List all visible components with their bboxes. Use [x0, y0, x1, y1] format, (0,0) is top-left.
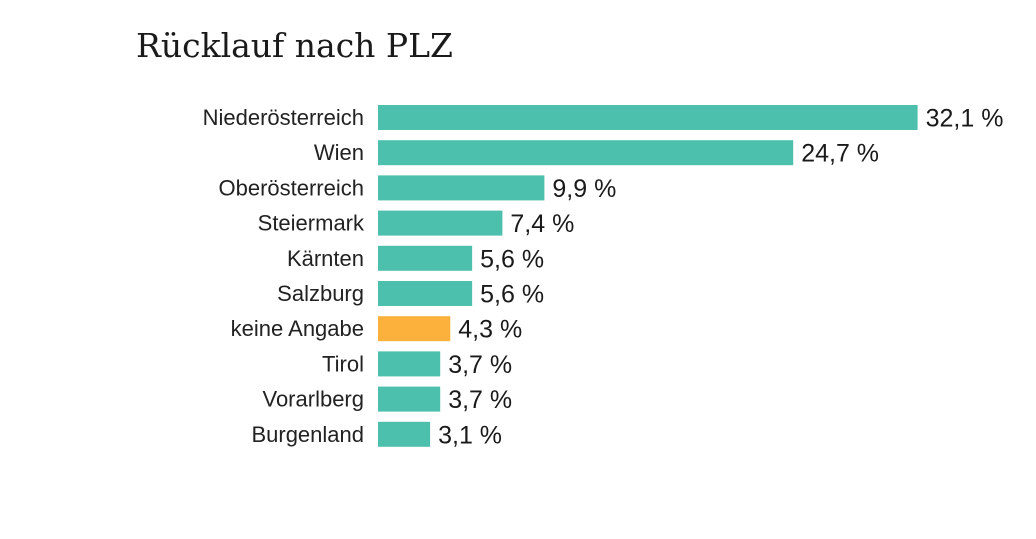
- bar: [378, 245, 473, 271]
- chart-title: Rücklauf nach PLZ: [136, 26, 453, 65]
- value-label: 3,7 %: [448, 351, 512, 379]
- category-label: Kärnten: [287, 246, 364, 271]
- category-label: Burgenland: [251, 422, 364, 447]
- value-label: 7,4 %: [510, 210, 574, 238]
- bar: [378, 281, 473, 306]
- category-label: Steiermark: [258, 211, 365, 236]
- value-label: 24,7 %: [801, 140, 879, 168]
- value-label: 3,1 %: [438, 421, 502, 449]
- category-label: Tirol: [322, 351, 364, 376]
- value-label: 5,6 %: [480, 281, 544, 309]
- bar: [378, 386, 441, 412]
- bar: [378, 105, 918, 130]
- category-label: Wien: [314, 140, 364, 165]
- category-label: Niederösterreich: [203, 105, 364, 130]
- bar: [378, 316, 451, 342]
- category-label: Oberösterreich: [218, 175, 364, 200]
- category-label: keine Angabe: [231, 316, 364, 341]
- bar: [378, 351, 441, 377]
- value-label: 5,6 %: [480, 245, 544, 273]
- value-label: 32,1 %: [926, 105, 1004, 133]
- bar: [378, 140, 794, 166]
- bar: [378, 421, 431, 447]
- bars-group: Niederösterreich 32,1 % Wien 24,7 % Oberöste…: [203, 105, 1004, 450]
- category-label: Vorarlberg: [262, 387, 364, 412]
- bar: [378, 175, 545, 201]
- value-label: 3,7 %: [448, 386, 512, 414]
- bar: [378, 210, 503, 236]
- value-label: 4,3 %: [458, 316, 522, 344]
- value-label: 9,9 %: [552, 175, 616, 203]
- category-label: Salzburg: [277, 281, 364, 306]
